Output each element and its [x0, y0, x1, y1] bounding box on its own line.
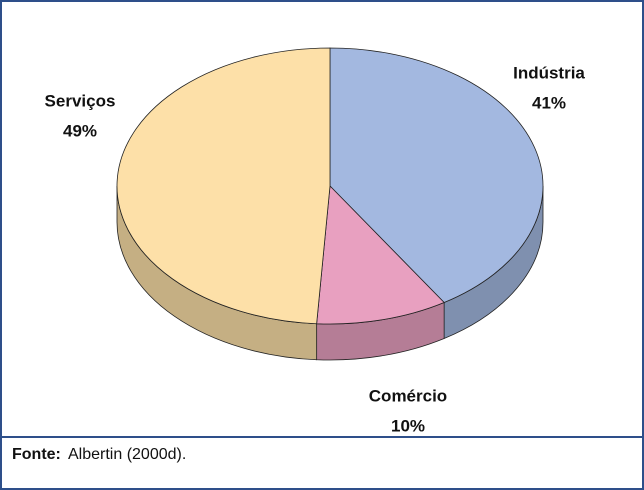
footnote-text: Albertin (2000d). [68, 446, 187, 463]
footnote: Fonte: Albertin (2000d). [2, 436, 642, 488]
slice-value-label: 10% [391, 416, 425, 435]
footnote-label: Fonte: [12, 446, 61, 463]
slice [329, 47, 544, 303]
slice-value-label: 41% [532, 93, 566, 112]
slice [116, 47, 331, 325]
slice-label: Indústria [513, 63, 585, 82]
slice-label: Serviços [45, 91, 116, 110]
chart: Indústria 41% Comércio 10% Serviços 49% [45, 47, 585, 435]
slice [316, 185, 445, 325]
slice-value-label: 49% [63, 121, 97, 140]
slice-label: Comércio [369, 386, 447, 405]
